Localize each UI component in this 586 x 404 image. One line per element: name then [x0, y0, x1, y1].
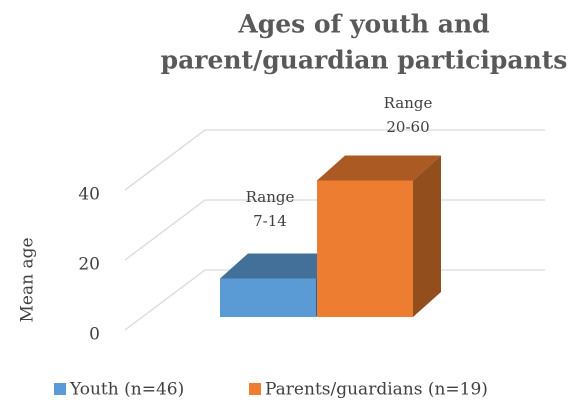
- data-annotation: Range: [246, 188, 295, 206]
- bar: [317, 180, 413, 317]
- chart-title: parent/guardian participants: [161, 46, 568, 75]
- legend-label: Youth (n=46): [69, 380, 184, 400]
- y-axis-label: Mean age: [18, 237, 38, 322]
- bar-top: [317, 155, 441, 181]
- legend-swatch: [249, 383, 261, 395]
- legend-swatch: [54, 383, 66, 395]
- data-annotation: Range: [384, 94, 433, 112]
- grid-line: [124, 129, 545, 191]
- bar-side: [413, 155, 441, 317]
- legend-label: Parents/guardians (n=19): [265, 380, 488, 400]
- bar: [220, 278, 316, 317]
- chart-title: Ages of youth and: [237, 10, 489, 39]
- y-tick-label: 40: [78, 185, 100, 205]
- bar-top: [220, 253, 344, 279]
- data-annotation: 7-14: [253, 212, 287, 230]
- data-annotation: 20-60: [386, 118, 429, 136]
- y-tick-label: 0: [89, 325, 100, 345]
- y-tick-label: 20: [78, 255, 100, 275]
